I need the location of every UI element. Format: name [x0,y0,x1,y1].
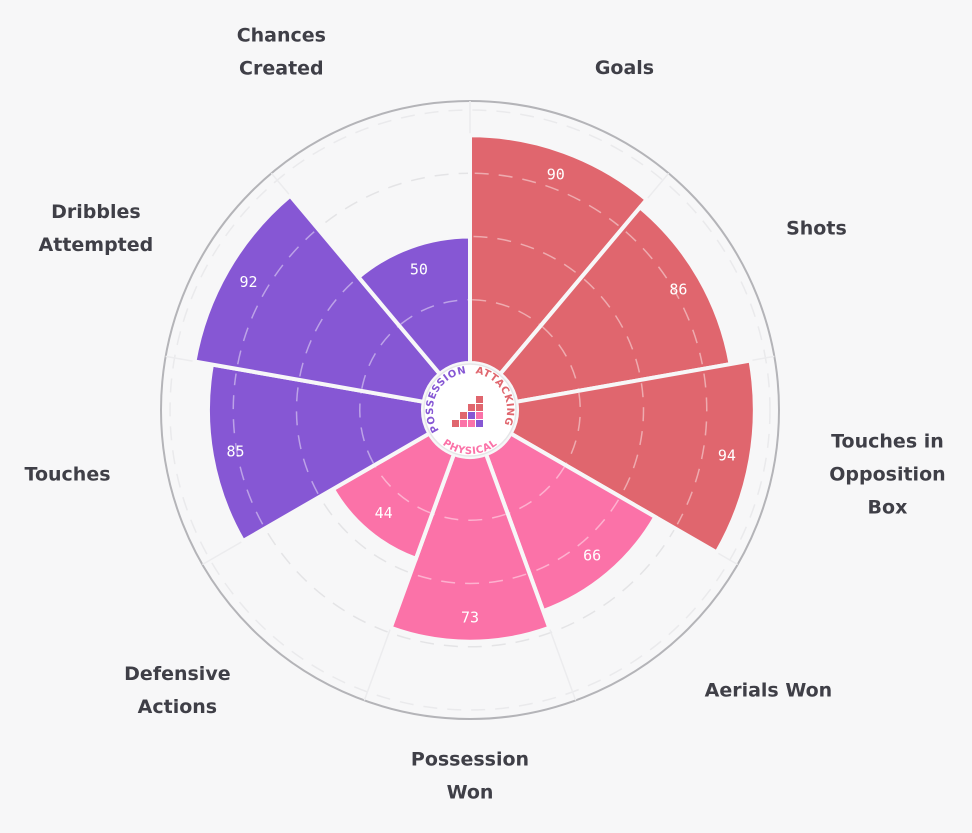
category-label: Touches [25,463,111,485]
logo-block [476,420,483,427]
category-label: Possession Won [411,749,529,804]
bar-gridline [583,278,641,377]
value-label: 44 [375,504,393,522]
value-label: 92 [239,273,257,291]
bar-shots [497,204,733,405]
logo-block [476,404,483,411]
category-label: Goals [595,57,654,79]
value-label: 66 [583,547,601,565]
bar-gridline [236,231,315,365]
bar-gridline [232,373,264,525]
value-label: 90 [547,165,565,183]
bar-layer [192,133,757,644]
bar-gridline [413,573,527,585]
value-labels: 90 86 94 66 73 44 85 92 50 [227,165,736,626]
bar-gridline [565,392,581,464]
value-label: 94 [718,446,736,464]
bar-gridline [375,466,431,514]
bar-gridline [621,383,645,495]
bar-gridline [359,392,375,464]
logo-block [476,396,483,403]
category-label: Defensive Actions [124,663,230,718]
bar-defensive-actions [330,430,457,562]
logo-block [468,412,475,419]
gridline-overlay [232,172,708,585]
category-label: Dribbles Attempted [39,201,154,256]
bar-gridline [361,326,398,389]
category-labels: Goals Shots Touches in Opposition Box Aerials… [25,25,946,804]
category-label: Aerials Won [705,680,833,702]
bar-gridline [474,172,619,227]
bar-gridline [400,299,468,325]
logo-block [468,404,475,411]
bar-gridline [542,326,579,389]
logo-block [460,420,467,427]
gridline-ring [169,109,771,711]
value-label: 73 [461,609,479,627]
value-label: 85 [227,442,245,460]
logo-block [468,420,475,427]
bar-gridline [472,299,540,325]
bar-gridline [625,231,704,365]
bar-dribbles-attempted [192,192,443,405]
bar-gridline [532,499,620,573]
category-label: Chances Created [237,25,326,80]
bar-touches [206,362,433,544]
logo-block [452,420,459,427]
bar-gridline [676,373,708,525]
bar-gridline [299,278,357,377]
bar-possession-won [388,451,552,644]
bar-gridline [509,466,565,514]
value-label: 50 [410,261,428,279]
bar-touches-in-opposition-box [507,358,757,556]
bar-gridline [434,513,506,521]
bar-gridline [295,383,319,495]
bar-goals [468,133,650,377]
bar-gridline [473,235,580,276]
category-label: Touches in Opposition Box [829,430,945,518]
category-label: Shots [786,218,847,240]
value-label: 86 [669,281,687,299]
bar-chances-created [355,234,472,377]
logo-block [460,412,467,419]
logo-block [476,412,483,419]
